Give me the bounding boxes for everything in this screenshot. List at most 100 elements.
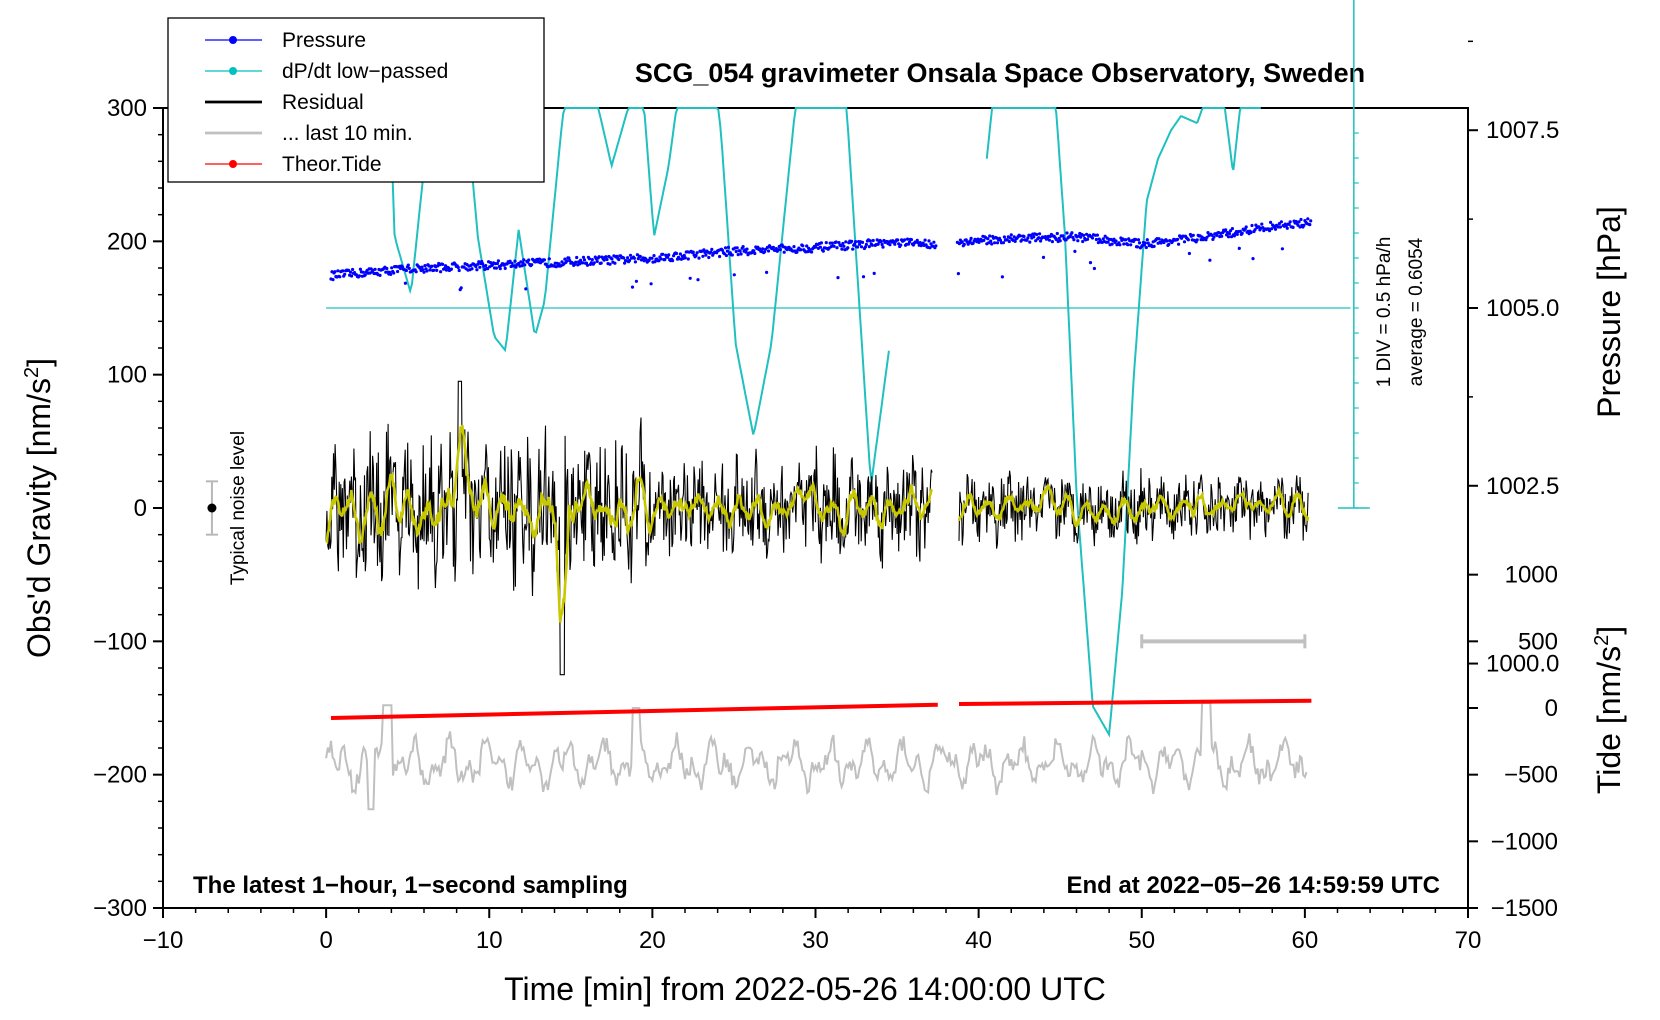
pressure-point (650, 256, 654, 260)
pressure-point (723, 246, 728, 250)
pressure-point (969, 236, 973, 240)
pressure-point (697, 256, 701, 260)
sampling-note: The latest 1−hour, 1−second sampling (193, 872, 628, 899)
pressure-point (993, 241, 997, 245)
pressure-tick-label: 1000.0 (1486, 651, 1559, 678)
pressure-point (456, 265, 460, 270)
pressure-point (363, 273, 367, 277)
pressure-point (923, 238, 927, 242)
pressure-point (1114, 239, 1118, 243)
pressure-point (724, 253, 729, 258)
pressure-point (1146, 241, 1150, 245)
pressure-point (1058, 239, 1062, 243)
pressure-point (850, 239, 854, 243)
legend-label: Pressure (282, 29, 366, 52)
pressure-point (1101, 237, 1105, 241)
pressure-point (632, 256, 637, 260)
pressure-point (734, 249, 738, 254)
pressure-point (844, 240, 848, 244)
pressure-point (1212, 235, 1216, 239)
pressure-point (1126, 243, 1130, 247)
pressure-point (385, 266, 389, 271)
pressure-point (1235, 232, 1239, 236)
pressure-axis-title: Pressure [hPa] (1591, 206, 1627, 418)
pressure-point (735, 246, 739, 250)
pressure-point (710, 247, 714, 251)
pressure-point (496, 259, 500, 263)
pressure-point (527, 258, 531, 262)
pressure-point (1134, 237, 1138, 242)
pressure-point (420, 265, 424, 269)
pressure-point (801, 244, 805, 248)
pressure-point (1195, 238, 1199, 242)
pressure-point (1187, 251, 1191, 256)
dpdt-scale-label: 1 DIV = 0.5 hPa/h (1374, 237, 1395, 388)
last10-line (325, 701, 1308, 811)
y-tick-label: 200 (107, 228, 147, 255)
pressure-point (995, 241, 1000, 245)
pressure-point (1177, 242, 1181, 246)
pressure-point (1238, 229, 1242, 233)
residual-filtered-line-1 (325, 424, 934, 623)
pressure-point (1057, 236, 1061, 240)
pressure-point (792, 245, 796, 249)
x-tick-label: 10 (476, 927, 503, 954)
noise-label: Typical noise level (228, 431, 249, 585)
pressure-point (1032, 235, 1036, 239)
tide-tick-label: −500 (1504, 762, 1558, 789)
pressure-point (1009, 233, 1013, 237)
pressure-point (1176, 237, 1180, 241)
pressure-point (821, 249, 825, 253)
legend-label: Theor.Tide (282, 153, 382, 176)
pressure-point (1070, 231, 1074, 235)
pressure-point (998, 238, 1003, 242)
pressure-point (590, 258, 594, 262)
pressure-point (520, 264, 524, 268)
dpdt-line-2 (985, 107, 1261, 738)
pressure-point (1220, 234, 1224, 238)
pressure-point (1226, 235, 1231, 239)
tide-axis-title-sup: 2 (1591, 635, 1613, 646)
pressure-point (605, 257, 609, 262)
pressure-point (704, 253, 708, 257)
pressure-point (522, 258, 526, 262)
pressure-point (805, 244, 809, 248)
pressure-point (1038, 232, 1042, 236)
pressure-point (1050, 240, 1054, 244)
pressure-point (657, 259, 661, 263)
pressure-point (1167, 242, 1171, 246)
pressure-point (1020, 238, 1024, 242)
pressure-point (856, 245, 860, 249)
pressure-point (406, 263, 410, 267)
pressure-point (1037, 236, 1041, 240)
pressure-point (613, 261, 617, 265)
pressure-point (457, 268, 461, 273)
pressure-point (857, 242, 862, 246)
pressure-point (331, 278, 335, 282)
y-axis-title: Obs'd Gravity [nm/s2] (21, 358, 57, 658)
pressure-point (1309, 219, 1313, 223)
pressure-point (579, 258, 583, 262)
pressure-point (861, 275, 866, 279)
pressure-point (868, 239, 872, 243)
pressure-point (1095, 233, 1099, 237)
pressure-tick-label: 1007.5 (1486, 117, 1559, 144)
pressure-point (351, 267, 355, 272)
pressure-point (1124, 238, 1128, 242)
pressure-point (962, 242, 966, 246)
pressure-point (990, 242, 994, 246)
y-tick-label: −300 (93, 895, 147, 922)
pressure-point (1072, 238, 1076, 242)
pressure-point (1002, 235, 1007, 239)
pressure-point (758, 247, 762, 251)
pressure-point (915, 238, 919, 242)
pressure-point (872, 271, 876, 275)
pressure-point (481, 262, 485, 266)
pressure-point (1273, 227, 1278, 231)
tide-tick-label: 1000 (1505, 562, 1558, 589)
pressure-point (1244, 225, 1248, 229)
pressure-point (899, 243, 903, 247)
pressure-point (782, 250, 786, 254)
pressure-point (694, 253, 698, 258)
y-axis-title-text: Obs'd Gravity [nm/s (21, 378, 57, 658)
